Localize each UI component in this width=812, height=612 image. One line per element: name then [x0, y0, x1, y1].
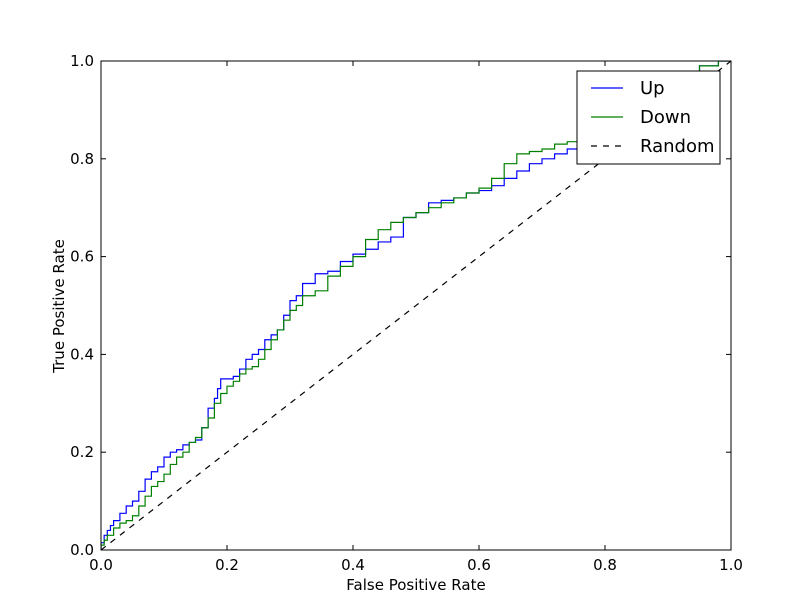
x-tick-label: 0.4 — [341, 556, 365, 574]
y-axis-title: True Positive Rate — [50, 239, 68, 374]
y-tick-label: 0.2 — [70, 443, 94, 461]
y-tick-label: 0.6 — [70, 248, 94, 266]
y-tick-label: 0.8 — [70, 150, 94, 168]
x-axis-title: False Positive Rate — [346, 576, 485, 594]
plot-frame — [100, 60, 732, 551]
y-tick-label: 1.0 — [70, 52, 94, 70]
x-tick-label: 0.6 — [467, 556, 491, 574]
series-line-down — [101, 61, 731, 550]
x-tick-label: 0.0 — [89, 556, 113, 574]
legend: Up Down Random — [576, 70, 721, 165]
x-tick-label: 0.2 — [215, 556, 239, 574]
y-axis: 0.0 0.2 0.4 0.6 0.8 1.0 — [70, 52, 731, 559]
y-tick-label: 0.0 — [70, 541, 94, 559]
y-tick-label: 0.4 — [70, 345, 94, 363]
x-axis: 0.0 0.2 0.4 0.6 0.8 1.0 — [89, 61, 743, 574]
legend-label-down: Down — [640, 107, 691, 128]
legend-label-random: Random — [640, 136, 715, 157]
legend-label-up: Up — [640, 78, 665, 99]
x-tick-label: 0.8 — [593, 556, 617, 574]
x-tick-label: 1.0 — [719, 556, 743, 574]
